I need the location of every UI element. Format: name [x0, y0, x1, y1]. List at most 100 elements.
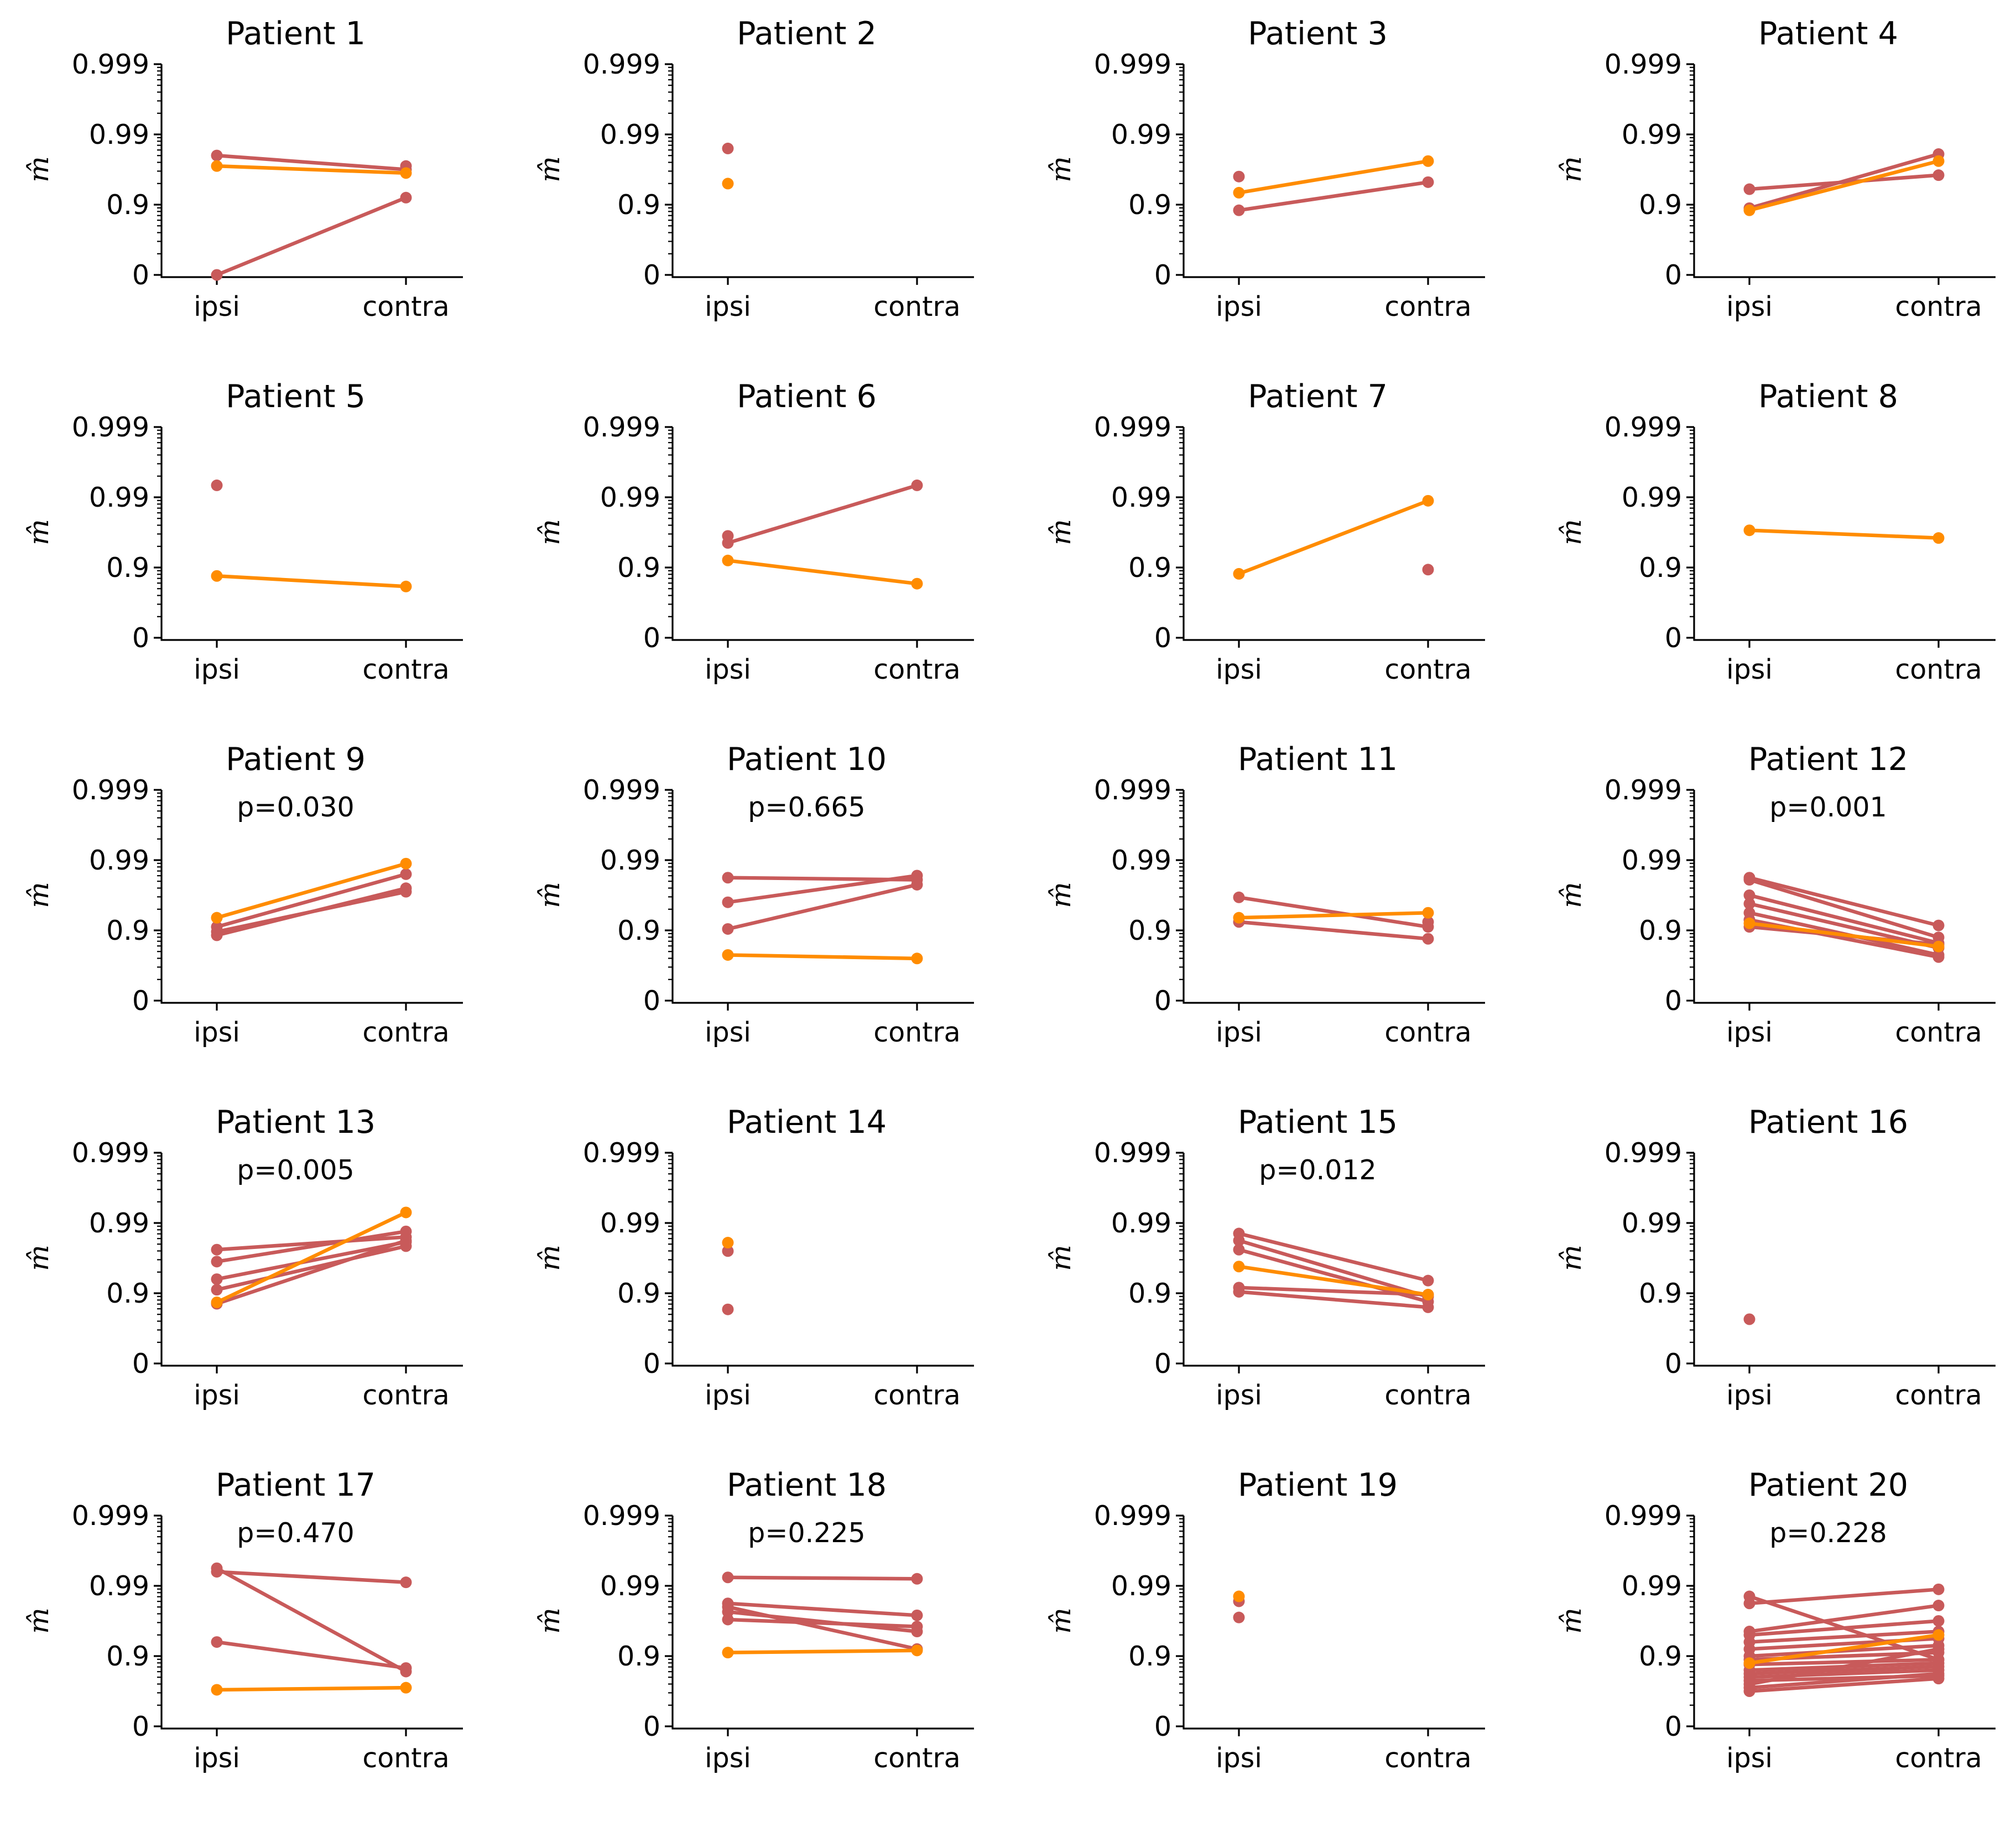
y-tick-label: 0.9	[1639, 1641, 1682, 1672]
data-point	[211, 1297, 223, 1309]
series-line	[1747, 152, 1941, 210]
data-point	[400, 1206, 412, 1219]
x-tick-label: contra	[1895, 1742, 1982, 1774]
p-value-label: p=0.001	[1769, 792, 1887, 823]
panel-title: Patient 16	[1748, 1104, 1908, 1141]
y-tick-label: 0	[643, 985, 660, 1017]
data-point	[722, 1303, 734, 1315]
series-line	[1237, 159, 1430, 195]
data-point	[1932, 1600, 1945, 1612]
x-tick-label: ipsi	[1216, 1380, 1262, 1411]
data-point	[1233, 1611, 1245, 1623]
data-point	[211, 912, 223, 924]
y-axis-label: m̂	[1555, 156, 1587, 182]
data-point	[1233, 1243, 1245, 1256]
patient-panel: Patient 6 0.999 0.99 0.9 0 m̂ ipsi contra	[534, 378, 974, 685]
series-line	[215, 153, 408, 171]
p-value-label: p=0.225	[748, 1517, 865, 1549]
panel-title: Patient 2	[737, 15, 877, 52]
data-point	[1743, 874, 1755, 886]
series-line	[215, 164, 408, 175]
data-point	[400, 167, 412, 179]
x-tick-label: ipsi	[194, 291, 240, 322]
series-line	[1237, 1231, 1430, 1283]
patient-panel: Patient 2 0.999 0.99 0.9 0 m̂ ipsi contra	[534, 15, 974, 322]
data-point	[1422, 564, 1434, 576]
series-line	[1747, 1604, 1941, 1633]
series-line	[215, 1240, 408, 1281]
y-tick-label: 0.9	[1639, 189, 1682, 221]
series-line	[1747, 1658, 1941, 1667]
series-line	[1747, 876, 1941, 928]
series-line	[726, 1648, 919, 1654]
data-point	[1422, 1289, 1434, 1301]
series-line	[215, 1235, 408, 1252]
y-tick-label: 0.99	[1111, 1570, 1171, 1602]
x-tick-label: ipsi	[705, 1380, 751, 1411]
x-tick-label: contra	[1384, 1017, 1471, 1048]
y-tick-label: 0.99	[1111, 1207, 1171, 1239]
series-line	[215, 1566, 408, 1674]
data-point	[1233, 186, 1245, 199]
data-point	[722, 872, 734, 884]
series-line	[215, 574, 408, 589]
data-point	[211, 1636, 223, 1648]
data-point	[1932, 1629, 1945, 1641]
data-point	[1932, 155, 1945, 167]
y-tick-label: 0.9	[617, 1278, 660, 1309]
y-tick-label: 0.999	[72, 1137, 149, 1169]
data-point	[911, 870, 923, 882]
data-point	[722, 1245, 734, 1257]
data-point	[400, 1662, 412, 1674]
panel-title: Patient 8	[1758, 378, 1898, 415]
y-tick-label: 0	[643, 1711, 660, 1742]
y-tick-label: 0.9	[106, 1278, 149, 1309]
data-point	[1932, 169, 1945, 181]
panel-title: Patient 1	[226, 15, 366, 52]
x-tick-label: ipsi	[194, 1380, 240, 1411]
y-tick-label: 0.9	[617, 189, 660, 221]
x-tick-label: contra	[362, 291, 449, 322]
x-tick-label: contra	[873, 291, 960, 322]
series-line	[215, 1244, 408, 1292]
x-tick-label: contra	[1384, 1380, 1471, 1411]
y-tick-label: 0.999	[1605, 412, 1682, 443]
data-point	[1422, 907, 1434, 919]
series-line	[1747, 1668, 1941, 1679]
y-tick-label: 0.999	[72, 49, 149, 80]
patient-panel: Patient 11 0.999 0.99 0.9 0 m̂ ipsi contra	[1045, 741, 1485, 1048]
patient-panel: Patient 15 p=0.012 0.999 0.99 0.9 0 m̂ ipsi cont…	[1045, 1104, 1485, 1411]
x-tick-label: ipsi	[705, 1742, 751, 1774]
data-point	[211, 1273, 223, 1285]
x-tick-label: ipsi	[194, 1017, 240, 1048]
y-tick-label: 0.9	[1639, 552, 1682, 584]
series-line	[1747, 1647, 1941, 1687]
x-tick-label: contra	[873, 1380, 960, 1411]
y-tick-label: 0	[1154, 1711, 1171, 1742]
data-point	[211, 1684, 223, 1696]
data-point	[911, 1644, 923, 1657]
x-tick-label: ipsi	[705, 291, 751, 322]
y-tick-label: 0.99	[89, 119, 149, 150]
patient-panel: Patient 9 p=0.030 0.999 0.99 0.9 0 m̂ ipsi contr…	[23, 741, 463, 1048]
data-point	[911, 1621, 923, 1633]
data-point	[1743, 917, 1755, 929]
y-tick-label: 0.9	[1128, 1278, 1171, 1309]
data-point	[722, 554, 734, 566]
y-tick-label: 0	[1665, 622, 1682, 654]
x-tick-label: ipsi	[1216, 654, 1262, 685]
series-line	[215, 1210, 408, 1304]
data-point	[1932, 951, 1945, 963]
y-tick-label: 0.99	[89, 482, 149, 513]
y-tick-label: 0.99	[600, 1207, 660, 1239]
data-point	[211, 1284, 223, 1296]
data-point	[400, 868, 412, 880]
x-tick-label: ipsi	[705, 1017, 751, 1048]
series-line	[726, 559, 919, 586]
y-tick-label: 0.9	[1128, 915, 1171, 946]
series-line	[215, 1685, 408, 1692]
series-line	[215, 1640, 408, 1670]
y-tick-label: 0.9	[106, 552, 149, 584]
y-tick-label: 0.999	[1605, 1137, 1682, 1169]
